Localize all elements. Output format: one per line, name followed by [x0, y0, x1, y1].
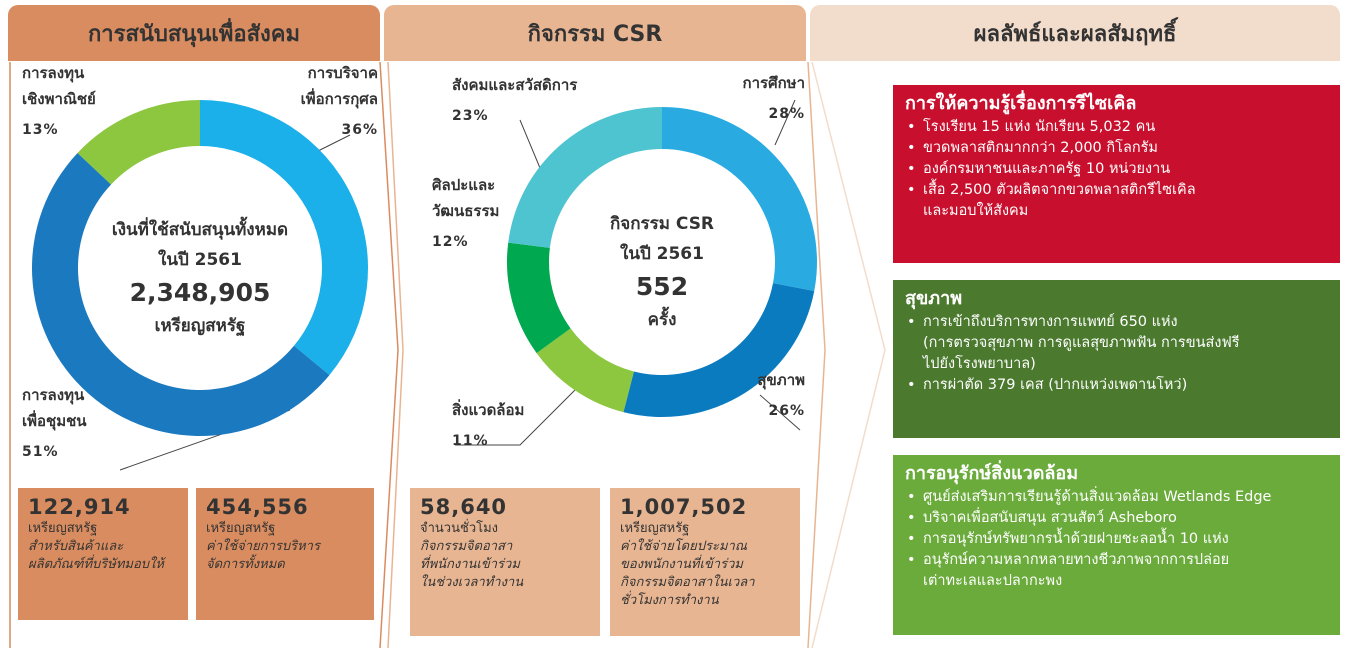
- center-text: เหรียญสหรัฐ: [155, 315, 246, 337]
- bullet-item: ศูนย์ส่งเสริมการเรียนรู้ด้านสิ่งแวดล้อม …: [905, 487, 1328, 508]
- bullet-item: ขวดพลาสติกมากกว่า 2,000 กิโลกรัม: [905, 138, 1328, 159]
- bullet-item: การอนุรักษ์ทรัพยากรน้ำด้วยฝายชะลอน้ำ 10 …: [905, 529, 1328, 550]
- stat-note: กิจกรรมจิตอาสาในเวลา: [620, 575, 755, 590]
- bullet-line: การเข้าถึงบริการทางการแพทย์ 650 แห่ง: [923, 314, 1178, 330]
- bullet-item: โรงเรียน 15 แห่ง นักเรียน 5,032 คน: [905, 117, 1328, 138]
- bullet-line: และมอบให้สังคม: [923, 203, 1029, 219]
- center-text: ในปี 2561: [158, 249, 242, 270]
- segment-label: เพื่อการกุศล: [301, 88, 378, 109]
- bullet-line: ไปยังโรงพยาบาล): [923, 356, 1036, 372]
- donut-segment: [662, 107, 817, 292]
- bullet-line: องค์กรมหาชนและภาครัฐ 10 หน่วยงาน: [923, 161, 1171, 177]
- stat-value: 122,914: [28, 495, 131, 519]
- donut-segment: [31, 152, 330, 437]
- center-text: กิจกรรม CSR: [610, 214, 714, 234]
- value-label: 23%: [452, 108, 489, 124]
- stat-note: กิจกรรมจิตอาสา: [420, 539, 513, 554]
- panel-title: สุขภาพ: [905, 288, 963, 309]
- segment-label: ศิลปะและ: [432, 176, 495, 194]
- bullet-item: เสื้อ 2,500 ตัวผลิตจากขวดพลาสติกรีไซเคิล…: [905, 180, 1328, 222]
- divider: [811, 61, 886, 648]
- segment-label: เพื่อชุมชน: [22, 410, 87, 431]
- stat-note: สำหรับสินค้าและ: [28, 539, 124, 554]
- center-text: ครั้ง: [648, 306, 677, 330]
- bullet-item: บริจาคเพื่อสนับสนุน สวนสัตว์ Asheboro: [905, 508, 1328, 529]
- segment-label: สิ่งแวดล้อม: [452, 399, 524, 419]
- bullet-line: เสื้อ 2,500 ตัวผลิตจากขวดพลาสติกรีไซเคิล: [923, 182, 1196, 198]
- segment-label: เชิงพาณิชย์: [22, 90, 96, 108]
- donut-segment: [623, 283, 815, 417]
- bullet-line: การผ่าตัด 379 เคส (ปากแหว่งเพดานโหว่): [923, 377, 1188, 393]
- header-tab: ผลลัพธ์และผลสัมฤทธิ์: [810, 5, 1340, 61]
- stat-box: 1,007,502 เหรียญสหรัฐค่าใช้จ่ายโดยประมาณข…: [610, 488, 800, 636]
- donut-segment: [200, 100, 368, 376]
- segment-label: การศึกษา: [743, 74, 805, 92]
- header-tab: กิจกรรม CSR: [384, 5, 806, 61]
- segment-label: สุขภาพ: [757, 371, 805, 390]
- donut-segment: [536, 328, 634, 413]
- result-panel: การให้ความรู้เรื่องการรีไซเคิลโรงเรียน 1…: [893, 85, 1340, 263]
- value-label: 36%: [341, 122, 378, 138]
- stat-box: 122,914 เหรียญสหรัฐสำหรับสินค้าและผลิตภัณ…: [18, 488, 188, 620]
- value-label: 12%: [432, 234, 469, 250]
- header-tab: การสนับสนุนเพื่อสังคม: [8, 5, 380, 61]
- bullet-line: ศูนย์ส่งเสริมการเรียนรู้ด้านสิ่งแวดล้อม …: [923, 489, 1272, 505]
- donut-segment: [508, 107, 662, 248]
- center-text: เงินที่ใช้สนับสนุนทั้งหมด: [112, 216, 288, 240]
- bullet-line: โรงเรียน 15 แห่ง นักเรียน 5,032 คน: [923, 119, 1156, 135]
- stat-note: จัดการทั้งหมด: [206, 557, 285, 572]
- stat-note: ในช่วงเวลาทำงาน: [420, 575, 524, 590]
- divider: [387, 61, 404, 648]
- center-text: ในปี 2561: [620, 243, 704, 264]
- value-label: 51%: [22, 444, 59, 460]
- stat-note: ชั่วโมงการทำงาน: [620, 593, 719, 608]
- stat-value: 1,007,502: [620, 495, 748, 519]
- panel-title: การให้ความรู้เรื่องการรีไซเคิล: [905, 93, 1137, 114]
- stat-note: ค่าใช้จ่ายการบริหาร: [206, 539, 320, 554]
- stat-note: ค่าใช้จ่ายโดยประมาณ: [620, 539, 747, 554]
- value-label: 13%: [22, 122, 59, 138]
- divider: [379, 61, 399, 648]
- stat-box: 454,556 เหรียญสหรัฐค่าใช้จ่ายการบริหารจัด…: [196, 488, 374, 620]
- bullet-item: การผ่าตัด 379 เคส (ปากแหว่งเพดานโหว่): [905, 375, 1328, 396]
- segment-label: วัฒนธรรม: [432, 202, 499, 220]
- result-panel: สุขภาพการเข้าถึงบริการทางการแพทย์ 650 แห…: [893, 280, 1340, 438]
- bullet-line: อนุรักษ์ความหลากหลายทางชีวภาพจากการปล่อย: [923, 552, 1230, 568]
- bullet-line: บริจาคเพื่อสนับสนุน สวนสัตว์ Asheboro: [923, 510, 1177, 526]
- panel-title: การอนุรักษ์สิ่งแวดล้อม: [905, 463, 1079, 484]
- bullet-line: การอนุรักษ์ทรัพยากรน้ำด้วยฝายชะลอน้ำ 10 …: [923, 531, 1229, 547]
- donut-segment: [77, 100, 200, 185]
- result-panel: การอนุรักษ์สิ่งแวดล้อมศูนย์ส่งเสริมการเร…: [893, 455, 1340, 635]
- segment-label: การลงทุน: [22, 386, 85, 405]
- stat-unit: เหรียญสหรัฐ: [206, 521, 276, 536]
- bullet-line: เต่าทะเลและปลากะพง: [923, 573, 1063, 589]
- stat-unit: เหรียญสหรัฐ: [620, 521, 690, 536]
- center-text: 2,348,905: [130, 278, 271, 307]
- bullet-line: ขวดพลาสติกมากกว่า 2,000 กิโลกรัม: [923, 140, 1158, 156]
- stat-unit: เหรียญสหรัฐ: [28, 521, 98, 536]
- bullet-item: การเข้าถึงบริการทางการแพทย์ 650 แห่ง (การ…: [905, 312, 1328, 375]
- segment-label: การลงทุน: [22, 64, 85, 83]
- stat-value: 58,640: [420, 495, 508, 519]
- stat-note: ผลิตภัณฑ์ที่บริษัทมอบให้: [28, 557, 164, 572]
- stat-value: 454,556: [206, 495, 309, 519]
- segment-label: การบริจาค: [308, 64, 378, 82]
- divider: [807, 61, 826, 648]
- value-label: 28%: [768, 106, 805, 122]
- bullet-item: อนุรักษ์ความหลากหลายทางชีวภาพจากการปล่อย…: [905, 550, 1328, 592]
- stat-note: ของพนักงานที่เข้าร่วม: [620, 557, 743, 572]
- bullet-item: องค์กรมหาชนและภาครัฐ 10 หน่วยงาน: [905, 159, 1328, 180]
- value-label: 11%: [452, 433, 489, 449]
- donut-segment: [506, 242, 571, 354]
- stat-box: 58,640 จำนวนชั่วโมงกิจกรรมจิตอาสาที่พนักง…: [410, 488, 600, 636]
- bullet-line: (การตรวจสุขภาพ การดูแลสุขภาพฟัน การขนส่ง…: [923, 335, 1240, 351]
- segment-label: สังคมและสวัสดิการ: [452, 76, 578, 94]
- value-label: 26%: [768, 403, 805, 419]
- center-text: 552: [636, 272, 688, 301]
- stat-note: ที่พนักงานเข้าร่วม: [420, 557, 520, 572]
- stat-unit: จำนวนชั่วโมง: [420, 521, 499, 536]
